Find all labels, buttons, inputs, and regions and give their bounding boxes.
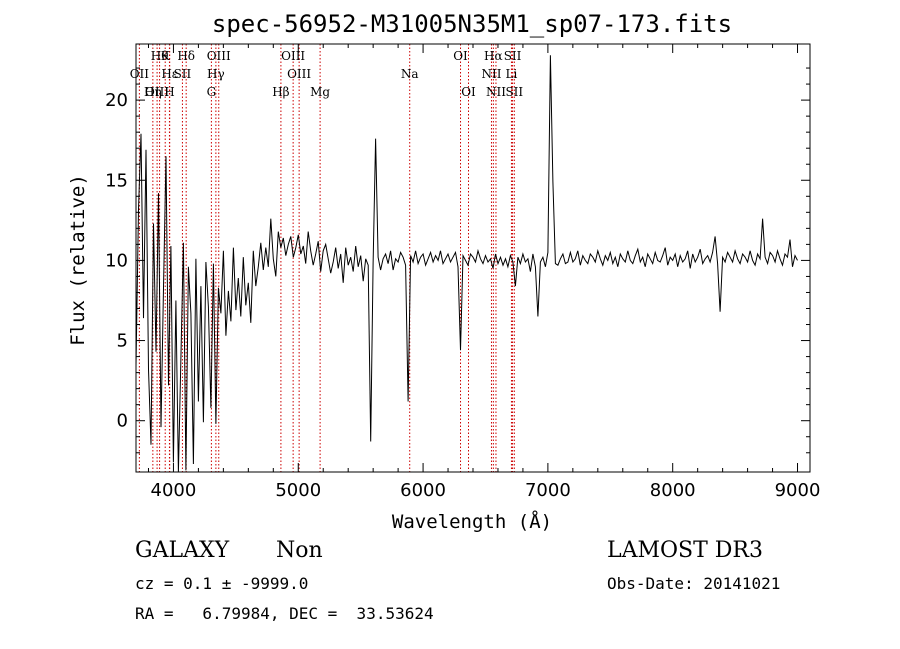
x-tick-label-3: 7000 bbox=[525, 480, 571, 501]
x-tick-label-0: 4000 bbox=[151, 480, 197, 501]
y-tick-label-2: 10 bbox=[105, 250, 128, 271]
y-tick-label-1: 5 bbox=[117, 331, 128, 352]
line-label-1: OIII bbox=[145, 85, 169, 99]
x-tick-label-1: 5000 bbox=[275, 480, 321, 501]
line-label-8: Hδ bbox=[177, 49, 195, 63]
redshift-line: cz = 0.1 ± -9999.0 bbox=[135, 574, 309, 593]
spectrum-line bbox=[135, 55, 798, 473]
line-label-19: Hα bbox=[484, 49, 503, 63]
x-tick-label-2: 6000 bbox=[400, 480, 446, 501]
line-label-12: OIII bbox=[281, 49, 305, 63]
survey-name: LAMOST DR3 bbox=[607, 538, 763, 563]
line-label-2: Hθ bbox=[151, 49, 169, 63]
coordinates: RA = 6.79984, DEC = 33.53624 bbox=[135, 604, 434, 623]
line-label-10: Hγ bbox=[207, 67, 225, 81]
line-label-23: Li bbox=[506, 67, 518, 81]
line-label-4: Hη bbox=[144, 85, 162, 99]
line-label-13: OIII bbox=[287, 67, 311, 81]
y-tick-label-0: 0 bbox=[117, 411, 128, 432]
line-label-24: SII bbox=[505, 85, 523, 99]
line-label-0: OII bbox=[130, 67, 150, 81]
line-label-9: OIII bbox=[207, 49, 231, 63]
line-label-3: Hε bbox=[161, 67, 178, 81]
x-axis-ticks: 4000 5000 6000 7000 8000 9000 bbox=[147, 44, 821, 501]
x-axis-label: Wavelength (Å) bbox=[392, 510, 552, 533]
line-label-22: SII bbox=[504, 49, 522, 63]
y-tick-label-4: 20 bbox=[105, 90, 128, 111]
obs-date: Obs-Date: 20141021 bbox=[607, 574, 781, 593]
object-subclass: Non bbox=[276, 538, 323, 563]
line-label-15: Mg bbox=[310, 85, 330, 99]
line-label-20: NII bbox=[481, 67, 501, 81]
line-label-17: OI bbox=[453, 49, 468, 63]
line-label-11: G bbox=[207, 85, 217, 99]
line-label-6: H bbox=[164, 85, 174, 99]
line-label-7: SII bbox=[174, 67, 192, 81]
line-label-18: OI bbox=[461, 85, 476, 99]
y-axis-label: Flux (relative) bbox=[67, 174, 89, 346]
line-label-5: K bbox=[161, 49, 171, 63]
line-label-16: Na bbox=[401, 67, 419, 81]
line-label-14: Hβ bbox=[272, 85, 289, 99]
x-tick-label-5: 9000 bbox=[775, 480, 821, 501]
emission-line-markers bbox=[138, 44, 515, 472]
y-axis-ticks: 0 5 10 15 20 bbox=[105, 67, 810, 454]
y-tick-label-3: 15 bbox=[105, 170, 128, 191]
line-label-21: NII bbox=[486, 85, 506, 99]
chart-title: spec-56952-M31005N35M1_sp07-173.fits bbox=[212, 10, 732, 38]
x-tick-label-4: 8000 bbox=[650, 480, 696, 501]
object-class: GALAXY bbox=[135, 538, 230, 563]
